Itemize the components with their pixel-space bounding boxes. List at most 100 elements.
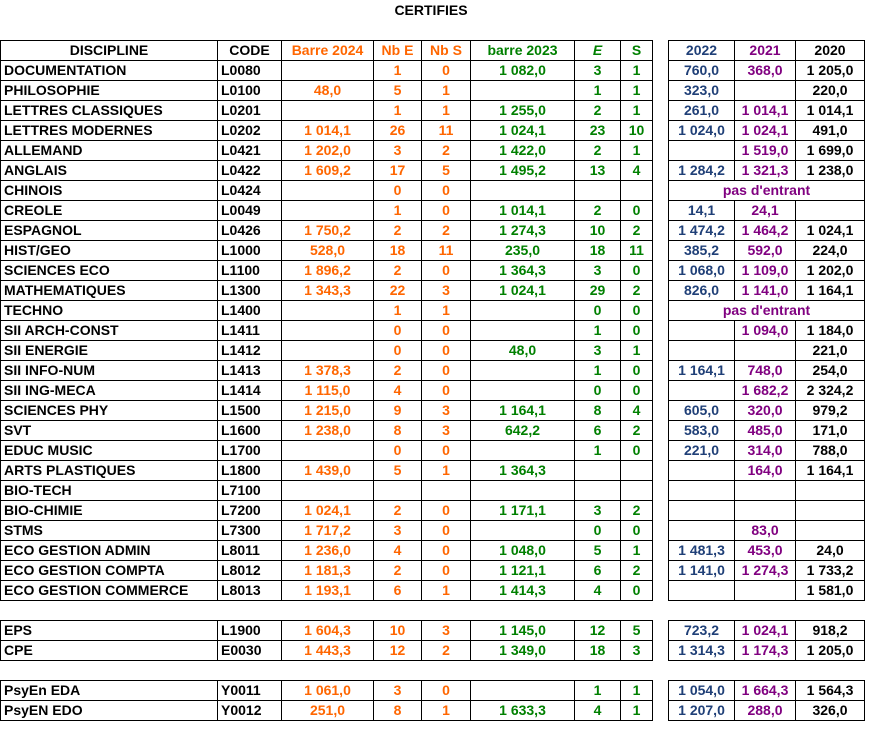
cell: 3: [574, 60, 621, 81]
cell: L0201: [217, 100, 282, 121]
discipline: MATHEMATIQUES: [0, 280, 218, 301]
cell: 1: [574, 320, 621, 341]
cell: 1 215,0: [281, 400, 374, 421]
discipline: STMS: [0, 520, 218, 541]
history-cell: [668, 460, 735, 481]
history-cell: 1 519,0: [734, 140, 796, 161]
cell: 1: [620, 80, 653, 101]
cell: L0426: [217, 220, 282, 241]
cell: 2: [421, 220, 471, 241]
cell: 0: [421, 560, 471, 581]
cell: 4: [373, 380, 422, 401]
cell: 0: [620, 200, 653, 221]
cell: 0: [373, 320, 422, 341]
history-cell: 1 481,3: [668, 540, 735, 561]
discipline: LETTRES CLASSIQUES: [0, 100, 218, 121]
cell: 1 024,1: [470, 120, 575, 141]
cell: L1100: [217, 260, 282, 281]
history-cell: 24,1: [734, 200, 796, 221]
cell: 4: [574, 580, 621, 601]
cell: 1: [373, 100, 422, 121]
history-cell: [668, 500, 735, 521]
cell: 1 378,3: [281, 360, 374, 381]
cell: 1 061,0: [281, 680, 374, 701]
cell: 1 274,3: [470, 220, 575, 241]
discipline: BIO-CHIMIE: [0, 500, 218, 521]
cell: 1: [620, 140, 653, 161]
cell: 1 121,1: [470, 560, 575, 581]
cell: 1 024,1: [470, 280, 575, 301]
cell: L1400: [217, 300, 282, 321]
header-cell: DISCIPLINE: [0, 40, 218, 61]
cell: 1: [373, 60, 422, 81]
history-cell: 1 682,2: [734, 380, 796, 401]
discipline: ESPAGNOL: [0, 220, 218, 241]
cell: 1 414,3: [470, 580, 575, 601]
cell: 11: [421, 240, 471, 261]
cell: 12: [373, 640, 422, 661]
cell: 1 171,1: [470, 500, 575, 521]
cell: 1: [620, 340, 653, 361]
history-cell: 368,0: [734, 60, 796, 81]
cell: 3: [421, 420, 471, 441]
cell: 1: [620, 540, 653, 561]
history-cell: 918,2: [795, 620, 865, 641]
cell: 13: [574, 160, 621, 181]
discipline: LETTRES MODERNES: [0, 120, 218, 141]
cell: 18: [574, 640, 621, 661]
history-cell: 288,0: [734, 700, 796, 721]
history-note: pas d'entrant: [668, 180, 865, 201]
cell: 0: [620, 580, 653, 601]
history-cell: [734, 580, 796, 601]
cell: 1: [620, 680, 653, 701]
history-cell: 1 141,0: [668, 560, 735, 581]
cell: 1 717,2: [281, 520, 374, 541]
history-cell: 1 014,1: [734, 100, 796, 121]
cell: 0: [421, 680, 471, 701]
cell: 0: [421, 320, 471, 341]
cell: 1 048,0: [470, 540, 575, 561]
cell: 1 236,0: [281, 540, 374, 561]
cell: [281, 60, 374, 81]
cell: 1 364,3: [470, 460, 575, 481]
history-cell: 1 207,0: [668, 700, 735, 721]
cell: [574, 460, 621, 481]
cell: 1: [574, 440, 621, 461]
cell: 251,0: [281, 700, 374, 721]
history-cell: 1 164,1: [795, 460, 865, 481]
discipline: SII INFO-NUM: [0, 360, 218, 381]
cell: L0421: [217, 140, 282, 161]
history-cell: 254,0: [795, 360, 865, 381]
cell: 0: [421, 520, 471, 541]
cell: 1: [421, 580, 471, 601]
cell: 1 604,3: [281, 620, 374, 641]
discipline: DOCUMENTATION: [0, 60, 218, 81]
history-cell: 1 321,3: [734, 160, 796, 181]
history-cell: 1 014,1: [795, 100, 865, 121]
cell: [470, 360, 575, 381]
header-cell: Nb E: [373, 40, 422, 61]
cell: 3: [574, 500, 621, 521]
history-cell: 2 324,2: [795, 380, 865, 401]
history-cell: 1 564,3: [795, 680, 865, 701]
cell: L0424: [217, 180, 282, 201]
history-cell: 1 699,0: [795, 140, 865, 161]
cell: 0: [620, 300, 653, 321]
cell: 0: [620, 520, 653, 541]
cell: 0: [373, 180, 422, 201]
cell: 0: [574, 520, 621, 541]
cell: 0: [421, 380, 471, 401]
history-cell: 1 164,1: [668, 360, 735, 381]
history-cell: [734, 480, 796, 501]
cell: [373, 480, 422, 501]
history-cell: [795, 200, 865, 221]
discipline: CREOLE: [0, 200, 218, 221]
cell: 4: [373, 540, 422, 561]
cell: 1 202,0: [281, 140, 374, 161]
cell: [620, 460, 653, 481]
history-cell: 314,0: [734, 440, 796, 461]
cell: 1 014,1: [470, 200, 575, 221]
discipline: SVT: [0, 420, 218, 441]
cell: 1 364,3: [470, 260, 575, 281]
cell: 1: [574, 680, 621, 701]
